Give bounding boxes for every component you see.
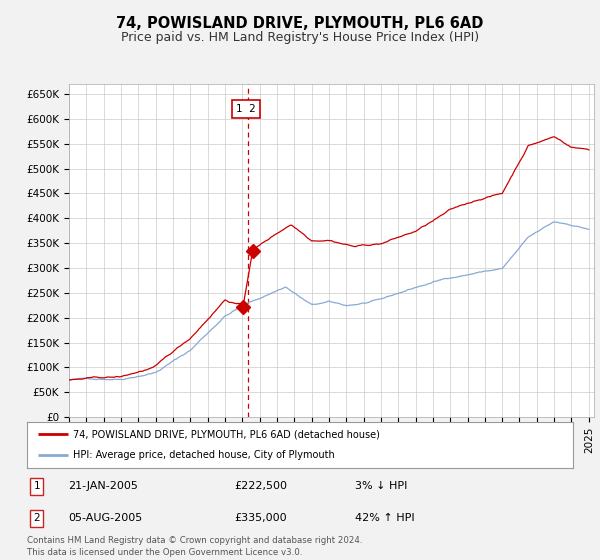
Text: HPI: Average price, detached house, City of Plymouth: HPI: Average price, detached house, City…	[73, 450, 335, 460]
Text: 42% ↑ HPI: 42% ↑ HPI	[355, 514, 414, 524]
Text: Contains HM Land Registry data © Crown copyright and database right 2024.
This d: Contains HM Land Registry data © Crown c…	[27, 536, 362, 557]
Text: £222,500: £222,500	[235, 481, 287, 491]
Text: 21-JAN-2005: 21-JAN-2005	[68, 481, 138, 491]
Text: 74, POWISLAND DRIVE, PLYMOUTH, PL6 6AD (detached house): 74, POWISLAND DRIVE, PLYMOUTH, PL6 6AD (…	[73, 429, 380, 439]
Text: 1: 1	[34, 481, 40, 491]
Text: 05-AUG-2005: 05-AUG-2005	[68, 514, 142, 524]
Text: 3% ↓ HPI: 3% ↓ HPI	[355, 481, 407, 491]
Text: £335,000: £335,000	[235, 514, 287, 524]
Text: Price paid vs. HM Land Registry's House Price Index (HPI): Price paid vs. HM Land Registry's House …	[121, 31, 479, 44]
Text: 1  2: 1 2	[236, 104, 256, 114]
Text: 74, POWISLAND DRIVE, PLYMOUTH, PL6 6AD: 74, POWISLAND DRIVE, PLYMOUTH, PL6 6AD	[116, 16, 484, 31]
Text: 2: 2	[34, 514, 40, 524]
